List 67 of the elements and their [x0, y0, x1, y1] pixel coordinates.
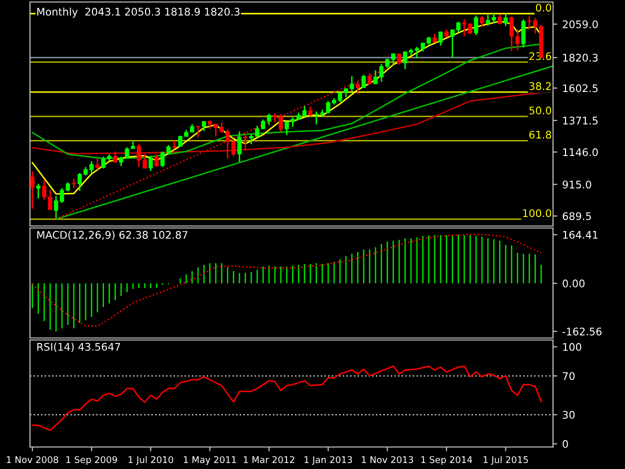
candlestick — [480, 15, 484, 28]
candlestick — [196, 125, 200, 138]
candlestick — [89, 160, 94, 174]
chart-title: RSI(14) 43.5647 — [37, 342, 120, 352]
chart-title: MACD(12,26,9) 62.38 102.87 — [37, 230, 188, 240]
y-tick-label: 1820.3 — [563, 54, 598, 62]
x-tick-label: 1 Nov 2008 — [6, 456, 58, 464]
line-series — [32, 365, 542, 431]
y-tick-label: 0.00 — [562, 280, 585, 288]
annotation: 50.0 — [529, 106, 552, 114]
candlestick — [266, 112, 272, 126]
candlestick — [172, 140, 176, 149]
y-tick-label: 1146.0 — [563, 148, 598, 156]
x-tick-label: 1 May 2011 — [184, 456, 236, 465]
candlestick — [36, 183, 40, 200]
candlestick — [154, 154, 159, 168]
candlestick — [367, 72, 372, 86]
x-tick-label: 1 Nov 2013 — [362, 456, 414, 464]
annotation: 38.2 — [529, 82, 551, 90]
candlestick — [302, 105, 307, 118]
candlestick — [54, 195, 58, 220]
candlestick — [474, 14, 478, 36]
candlestick — [95, 158, 100, 170]
candlestick — [124, 146, 130, 160]
candlestick — [231, 140, 236, 158]
candlestick — [160, 150, 165, 168]
candlestick — [498, 13, 502, 26]
annotation: 61.8 — [529, 130, 552, 139]
y-tick-label: -162.56 — [562, 328, 602, 336]
candlestick — [509, 16, 514, 52]
annotation: 100.0 — [523, 209, 552, 218]
candlestick — [338, 92, 342, 103]
y-tick-label: 1371.5 — [563, 116, 598, 125]
y-tick-label: 100 — [563, 343, 582, 351]
candlestick — [402, 50, 408, 70]
y-tick-label: 915.0 — [562, 180, 592, 188]
candlestick — [356, 80, 360, 95]
candlestick — [42, 180, 46, 200]
y-tick-label: 70 — [562, 372, 575, 380]
candlestick — [373, 70, 378, 85]
y-tick-label: 1602.5 — [563, 84, 598, 92]
candlestick — [202, 120, 206, 132]
candlestick — [30, 170, 34, 210]
candlestick — [118, 156, 124, 167]
x-tick-label: 1 Jul 2015 — [484, 456, 528, 465]
text: Monthly 2043.1 2050.3 1818.9 1820.3 — [37, 8, 240, 18]
x-tick-label: 1 Sep 2014 — [421, 456, 472, 465]
candlestick — [362, 74, 366, 88]
candlestick — [72, 178, 76, 189]
candlestick — [48, 189, 52, 210]
y-tick-label: 689.5 — [562, 212, 591, 220]
candlestick — [148, 154, 153, 172]
y-tick-label: 0 — [562, 440, 568, 448]
candlestick — [515, 28, 520, 52]
x-tick-label: 1 Mar 2012 — [244, 456, 294, 464]
x-tick-label: 1 Jan 2013 — [304, 456, 352, 465]
y-tick-label: 30 — [562, 410, 575, 419]
candlestick — [504, 13, 508, 27]
y-tick-label: 164.41 — [563, 230, 598, 239]
y-tick-label: 2059.0 — [562, 20, 598, 28]
x-tick-label: 1 Sep 2009 — [66, 456, 118, 465]
candlestick — [521, 18, 526, 48]
candlestick — [438, 30, 443, 46]
candlestick — [308, 106, 313, 117]
x-tick-label: 1 Jul 2010 — [128, 456, 174, 465]
annotation: 0.0 — [536, 4, 552, 12]
candlestick — [237, 130, 242, 163]
